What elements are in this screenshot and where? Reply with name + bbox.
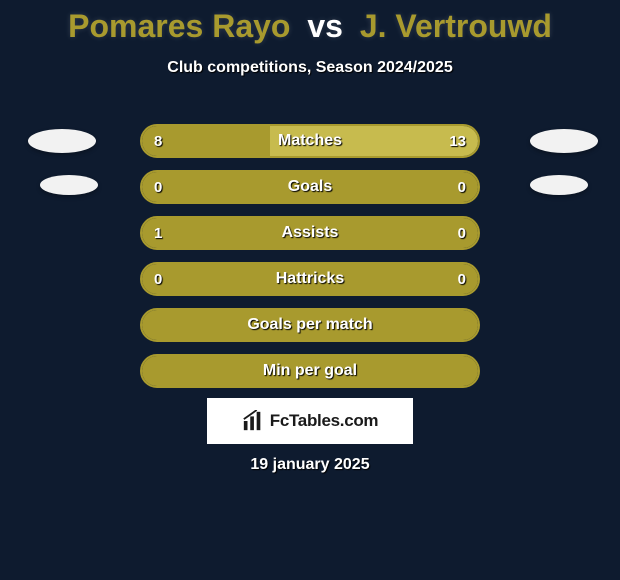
team-flag-left bbox=[40, 175, 98, 195]
stat-bar: Assists10 bbox=[140, 216, 480, 250]
stat-rows: Matches813 Goals00 Assists10 Hattricks00 Goa… bbox=[0, 118, 620, 394]
chart-icon bbox=[242, 410, 264, 432]
stat-row: Goals00 bbox=[0, 164, 620, 210]
bar-left-fill bbox=[142, 218, 478, 248]
stat-bar: Goals00 bbox=[140, 170, 480, 204]
subtitle: Club competitions, Season 2024/2025 bbox=[0, 59, 620, 77]
bar-left-fill bbox=[142, 356, 478, 386]
title-left-player: Pomares Rayo bbox=[68, 8, 290, 44]
stat-bar: Matches813 bbox=[140, 124, 480, 158]
title-vs: vs bbox=[307, 8, 343, 44]
bar-left-fill bbox=[142, 264, 478, 294]
stat-bar: Min per goal bbox=[140, 354, 480, 388]
snapshot-date: 19 january 2025 bbox=[0, 456, 620, 474]
title-right-player: J. Vertrouwd bbox=[360, 8, 552, 44]
fctables-logo: FcTables.com bbox=[207, 398, 413, 444]
team-flag-left bbox=[28, 129, 96, 153]
stat-row: Assists10 bbox=[0, 210, 620, 256]
stat-row: Hattricks00 bbox=[0, 256, 620, 302]
stat-row: Min per goal bbox=[0, 348, 620, 394]
logo-text: FcTables.com bbox=[270, 411, 379, 431]
bar-right-fill bbox=[270, 126, 478, 156]
stat-row: Goals per match bbox=[0, 302, 620, 348]
comparison-infographic: Pomares Rayo vs J. Vertrouwd Club compet… bbox=[0, 0, 620, 580]
bar-left-fill bbox=[142, 172, 478, 202]
stat-bar: Goals per match bbox=[140, 308, 480, 342]
main-title: Pomares Rayo vs J. Vertrouwd bbox=[0, 0, 620, 45]
stat-row: Matches813 bbox=[0, 118, 620, 164]
bar-left-fill bbox=[142, 310, 478, 340]
bar-left-fill bbox=[142, 126, 270, 156]
team-flag-right bbox=[530, 175, 588, 195]
stat-bar: Hattricks00 bbox=[140, 262, 480, 296]
team-flag-right bbox=[530, 129, 598, 153]
